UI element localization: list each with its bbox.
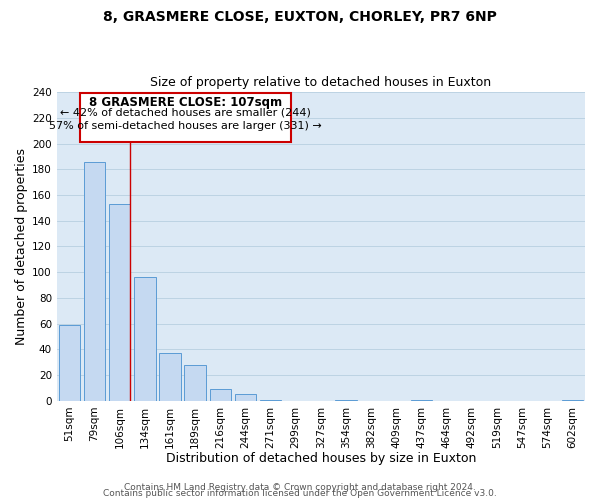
Bar <box>159 353 181 401</box>
Text: Contains public sector information licensed under the Open Government Licence v3: Contains public sector information licen… <box>103 490 497 498</box>
Bar <box>184 365 206 401</box>
Bar <box>134 278 155 401</box>
Bar <box>235 394 256 401</box>
X-axis label: Distribution of detached houses by size in Euxton: Distribution of detached houses by size … <box>166 452 476 465</box>
Bar <box>59 325 80 401</box>
Bar <box>209 390 231 401</box>
Bar <box>84 162 105 401</box>
Text: ← 42% of detached houses are smaller (244): ← 42% of detached houses are smaller (24… <box>60 108 311 118</box>
Bar <box>260 400 281 401</box>
Text: 8, GRASMERE CLOSE, EUXTON, CHORLEY, PR7 6NP: 8, GRASMERE CLOSE, EUXTON, CHORLEY, PR7 … <box>103 10 497 24</box>
Bar <box>411 400 432 401</box>
Bar <box>562 400 583 401</box>
Bar <box>109 204 130 401</box>
Title: Size of property relative to detached houses in Euxton: Size of property relative to detached ho… <box>151 76 491 90</box>
Text: 8 GRASMERE CLOSE: 107sqm: 8 GRASMERE CLOSE: 107sqm <box>89 96 282 109</box>
Text: 57% of semi-detached houses are larger (331) →: 57% of semi-detached houses are larger (… <box>49 121 322 131</box>
FancyBboxPatch shape <box>80 93 291 142</box>
Bar <box>335 400 357 401</box>
Y-axis label: Number of detached properties: Number of detached properties <box>15 148 28 345</box>
Text: Contains HM Land Registry data © Crown copyright and database right 2024.: Contains HM Land Registry data © Crown c… <box>124 484 476 492</box>
